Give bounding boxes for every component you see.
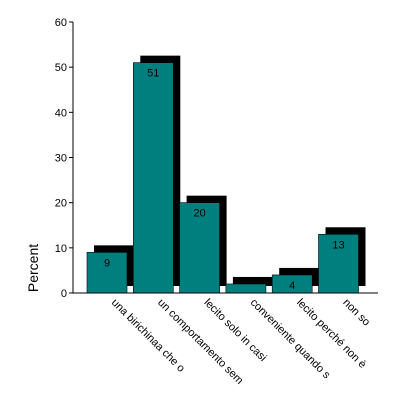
y-axis-ticks: 0 10 20 30 40 50 60: [55, 17, 73, 300]
data-labels: 9 51 20 4 13: [104, 68, 345, 292]
y-tick-label: 60: [55, 17, 67, 29]
y-tick-label: 50: [55, 62, 67, 74]
y-tick-label: 10: [55, 243, 67, 255]
category-label: un comportamento sem: [155, 297, 245, 387]
y-tick-label: 20: [55, 198, 67, 210]
bar: [133, 62, 174, 294]
data-label: 4: [289, 280, 295, 292]
bar: [225, 283, 267, 294]
bars: [86, 62, 359, 294]
y-tick-label: 30: [55, 153, 67, 165]
data-label: 20: [193, 208, 205, 220]
data-label: 51: [147, 68, 159, 80]
data-label: 9: [104, 257, 110, 269]
category-labels: una birichinaa che oun comportamento sem…: [109, 297, 372, 387]
y-tick-label: 40: [55, 107, 67, 119]
bar: [86, 252, 128, 294]
y-tick-label: 0: [61, 288, 67, 300]
category-label: non so: [340, 297, 372, 329]
data-label: 13: [332, 239, 344, 251]
bar-shadow: [232, 276, 273, 286]
category-label: conveniente quando s: [248, 297, 333, 382]
y-axis-title: Percent: [25, 244, 41, 292]
bar: [318, 233, 359, 294]
bar: [179, 202, 220, 294]
